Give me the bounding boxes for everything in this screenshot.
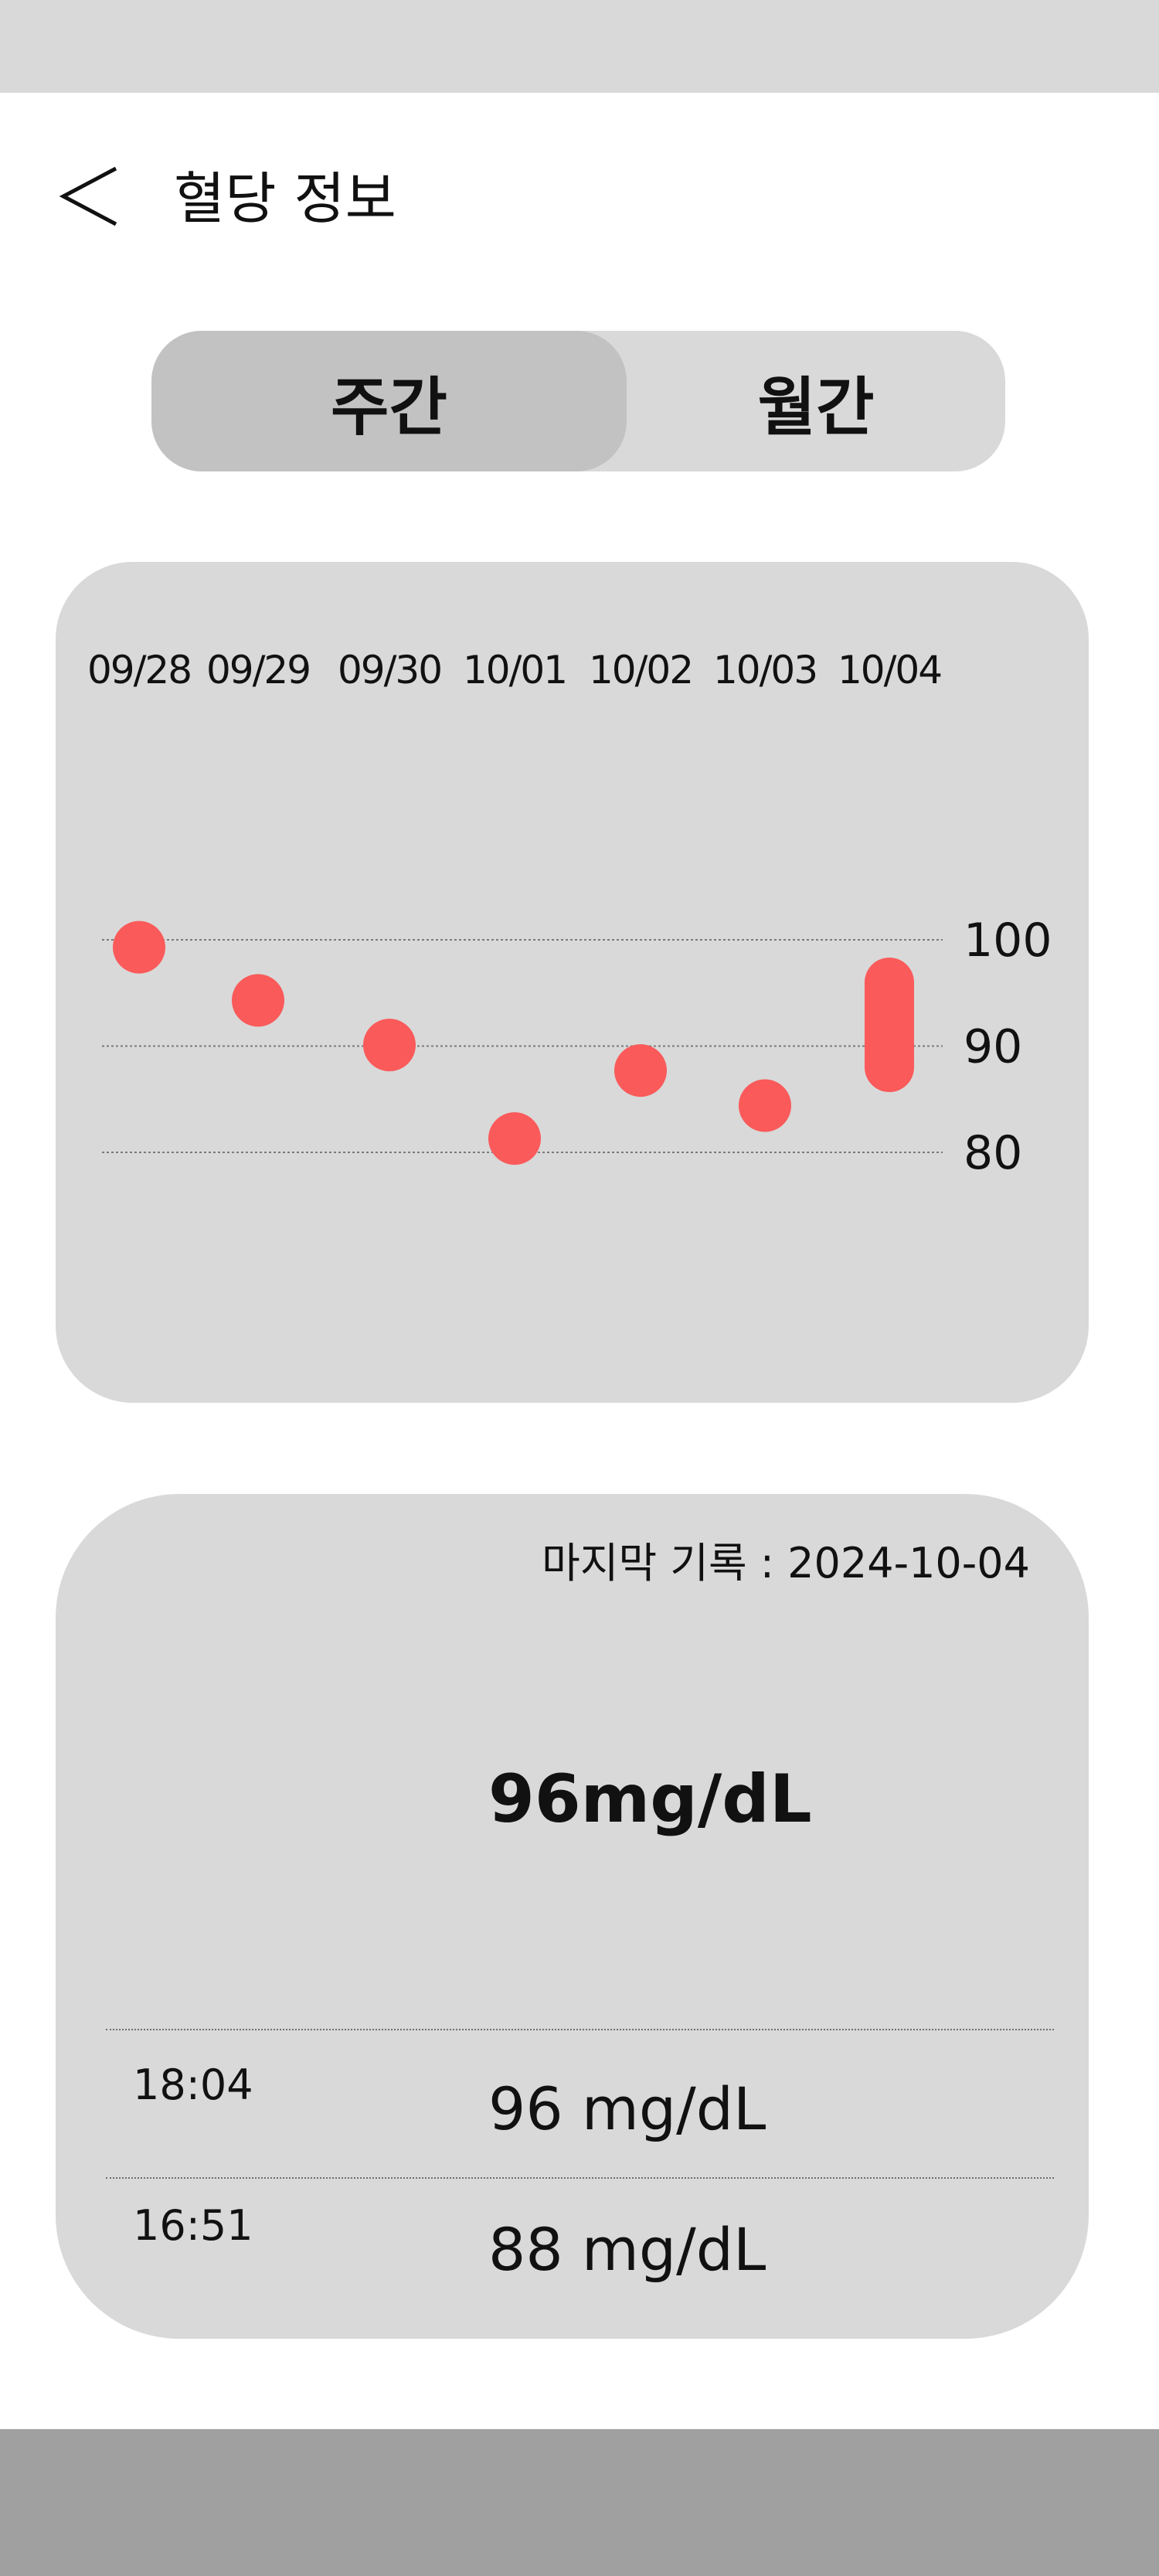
last-record-date: 마지막 기록 : 2024-10-04: [542, 1539, 1030, 1587]
bottom-navigation-bar: [0, 2429, 1159, 2576]
data-point: [488, 1112, 541, 1165]
back-button[interactable]: [56, 164, 125, 233]
divider: [106, 2177, 1054, 2179]
record-card: 마지막 기록 : 2024-10-04 96mg/dL 18:04 96 mg/…: [56, 1494, 1089, 2339]
x-tick-label: 09/28: [87, 648, 191, 692]
x-tick-label: 10/02: [589, 648, 692, 692]
entry-value: 88 mg/dL: [488, 2215, 766, 2284]
x-tick-label: 09/30: [338, 648, 441, 692]
glucose-chart-card: 100 90 80 09/28 09/29 09/30 10/01 10/02 10/03 10/…: [56, 562, 1089, 1403]
x-tick-label: 10/01: [463, 648, 566, 692]
glucose-chart: 100 90 80 09/28 09/29 09/30 10/01 10/02 10/03 10/…: [87, 648, 1052, 1180]
status-bar: [0, 0, 1159, 93]
divider: [106, 2029, 1054, 2030]
range-bar: [865, 958, 914, 1092]
x-tick-label: 10/04: [838, 648, 941, 692]
y-tick-label: 100: [964, 914, 1052, 968]
y-tick-label: 80: [964, 1126, 1022, 1180]
entry-time: 16:51: [133, 2201, 253, 2250]
tab-weekly[interactable]: 주간: [151, 331, 627, 471]
data-point: [614, 1044, 667, 1097]
x-tick-label: 09/29: [206, 648, 310, 692]
entry-value: 96 mg/dL: [488, 2074, 766, 2143]
period-toggle: 주간 월간: [151, 331, 1005, 471]
x-tick-label: 10/03: [713, 648, 817, 692]
entry-time: 18:04: [133, 2060, 253, 2109]
data-point: [739, 1079, 791, 1132]
latest-reading: 96mg/dL: [488, 1761, 812, 1838]
page-title: 혈당 정보: [174, 166, 396, 231]
data-point: [363, 1019, 416, 1072]
chevron-left-icon: [59, 166, 117, 226]
data-point: [113, 920, 165, 974]
y-tick-label: 90: [964, 1020, 1022, 1074]
data-point: [232, 974, 284, 1027]
tab-monthly[interactable]: 월간: [757, 370, 875, 444]
